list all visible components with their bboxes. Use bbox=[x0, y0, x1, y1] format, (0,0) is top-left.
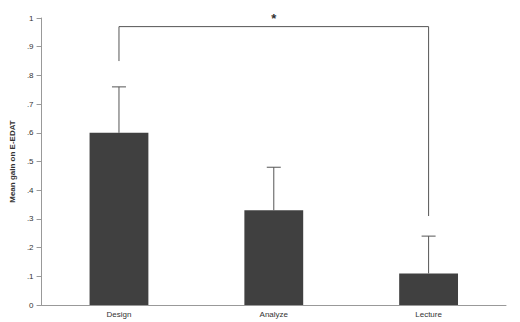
svg-text:0: 0 bbox=[29, 301, 34, 310]
svg-text:*: * bbox=[271, 11, 277, 26]
svg-text:.7: .7 bbox=[27, 100, 34, 109]
svg-text:1: 1 bbox=[29, 14, 34, 23]
svg-text:.5: .5 bbox=[27, 157, 34, 166]
svg-text:.8: .8 bbox=[27, 71, 34, 80]
svg-text:Lecture: Lecture bbox=[415, 310, 442, 319]
svg-text:.1: .1 bbox=[27, 272, 34, 281]
svg-text:Mean gain on E-EDAT: Mean gain on E-EDAT bbox=[8, 120, 17, 203]
svg-text:.2: .2 bbox=[27, 243, 34, 252]
svg-text:.4: .4 bbox=[27, 186, 34, 195]
svg-text:.3: .3 bbox=[27, 214, 34, 223]
svg-text:.9: .9 bbox=[27, 42, 34, 51]
svg-text:Analyze: Analyze bbox=[260, 310, 289, 319]
svg-text:Design: Design bbox=[107, 310, 132, 319]
svg-text:.6: .6 bbox=[27, 128, 34, 137]
